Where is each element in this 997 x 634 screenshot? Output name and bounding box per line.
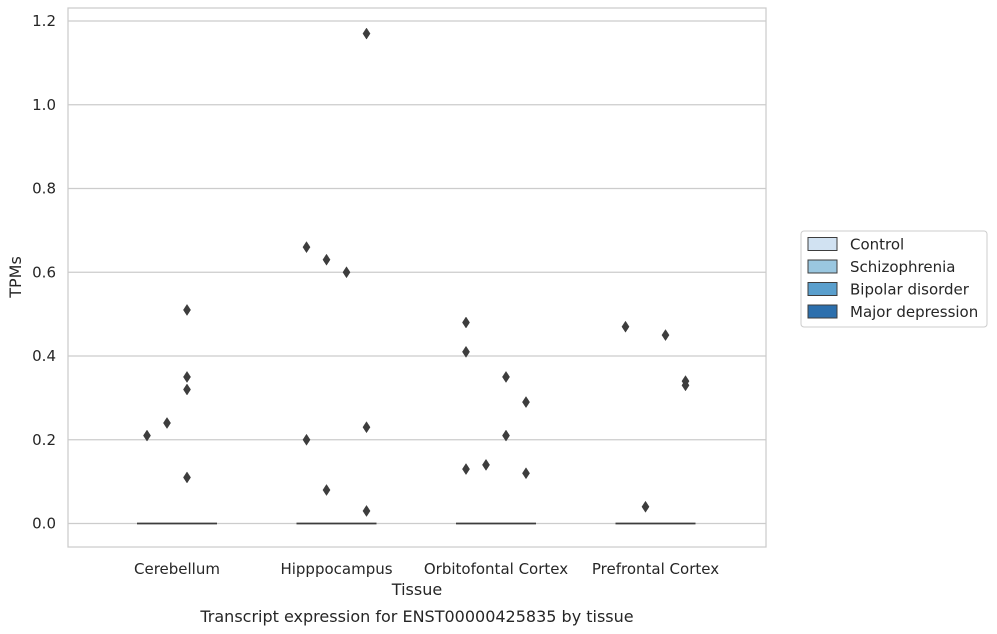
outlier-point — [502, 429, 510, 442]
legend-frame — [800, 230, 988, 328]
y-tick-label: 0.6 — [32, 263, 56, 281]
outlier-point — [163, 417, 171, 429]
outlier-point — [522, 467, 530, 480]
outlier-point — [362, 27, 371, 40]
legend-swatch — [807, 304, 838, 319]
y-tick-labels: 0.0 0.2 0.4 0.6 0.8 1.0 1.2 — [32, 12, 56, 533]
legend-swatch — [807, 259, 838, 274]
outlier-point — [522, 396, 530, 409]
y-tick-label: 1.2 — [32, 12, 56, 30]
outlier-point — [362, 504, 371, 517]
outlier-point — [183, 370, 191, 383]
x-axis-label: Tissue — [391, 580, 442, 599]
legend-label: Major depression — [850, 303, 978, 321]
outlier-point — [143, 429, 151, 442]
outlier-point — [661, 329, 670, 342]
outlier-point — [362, 421, 371, 434]
legend-swatch — [807, 282, 838, 296]
outlier-point — [681, 375, 690, 388]
x-tick-label: Prefrontal Cortex — [592, 560, 719, 578]
outlier-point — [322, 484, 331, 496]
plot-area-frame — [67, 7, 767, 548]
y-tick-label: 0.8 — [32, 180, 56, 198]
outlier-point — [621, 320, 630, 333]
outlier-point — [641, 500, 650, 513]
x-tick-label: Orbitofontal Cortex — [424, 560, 568, 578]
y-tick-label: 0.4 — [32, 347, 56, 365]
outlier-point — [342, 266, 351, 279]
outlier-point — [482, 458, 490, 471]
outlier-points — [143, 27, 690, 517]
chart-caption: Transcript expression for ENST0000042583… — [199, 607, 633, 626]
x-tick-label: Cerebellum — [134, 560, 220, 578]
outlier-point — [183, 471, 191, 484]
legend-label: Control — [850, 236, 904, 254]
outlier-point — [502, 370, 510, 383]
outlier-point — [462, 463, 470, 476]
outlier-point — [302, 241, 311, 254]
outlier-point — [322, 253, 331, 266]
y-tick-label: 0.0 — [32, 515, 56, 533]
legend-label: Bipolar disorder — [850, 281, 970, 299]
outlier-point — [462, 316, 470, 329]
legend-label: Schizophrenia — [850, 258, 955, 276]
x-tick-label: Hipppocampus — [280, 560, 392, 578]
y-gridlines — [68, 20, 766, 525]
y-tick-label: 1.0 — [32, 96, 56, 114]
outlier-point — [183, 303, 191, 316]
legend-swatch — [807, 237, 838, 251]
x-tick-labels: Cerebellum Hipppocampus Orbitofontal Corte… — [134, 560, 719, 578]
outlier-point — [302, 433, 311, 446]
outlier-point — [183, 383, 191, 396]
y-axis-label: TPMs — [6, 256, 25, 299]
outlier-point — [462, 345, 470, 358]
legend: Control Schizophrenia Bipolar disorder Majo… — [800, 230, 988, 328]
y-tick-label: 0.2 — [32, 431, 56, 449]
